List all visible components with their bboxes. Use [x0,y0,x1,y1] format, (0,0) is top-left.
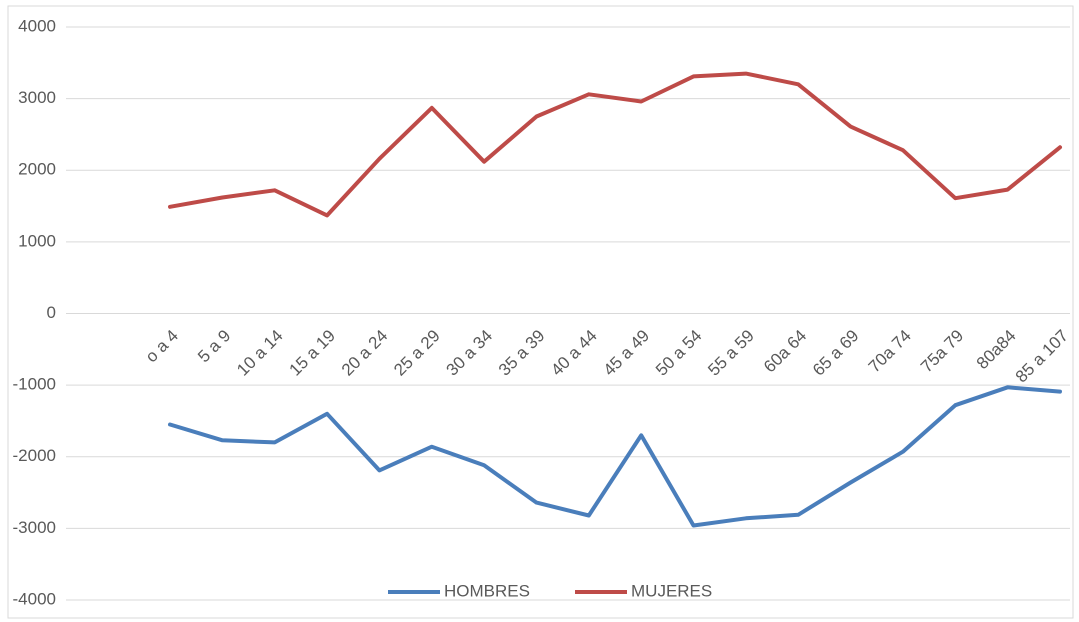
legend-label: MUJERES [631,581,712,600]
y-tick-label: -2000 [13,446,56,465]
y-tick-label: 2000 [18,160,56,179]
y-tick-label: 3000 [18,88,56,107]
series-line [168,385,1062,528]
y-tick-label: 4000 [18,16,56,35]
y-tick-label: -1000 [13,375,56,394]
y-tick-label: 1000 [18,231,56,250]
series-line [168,71,1062,218]
y-tick-label: -3000 [13,518,56,537]
chart-border [7,5,1074,619]
y-tick-label: 0 [47,303,56,322]
legend-label: HOMBRES [444,581,530,600]
y-tick-label: -4000 [13,589,56,608]
